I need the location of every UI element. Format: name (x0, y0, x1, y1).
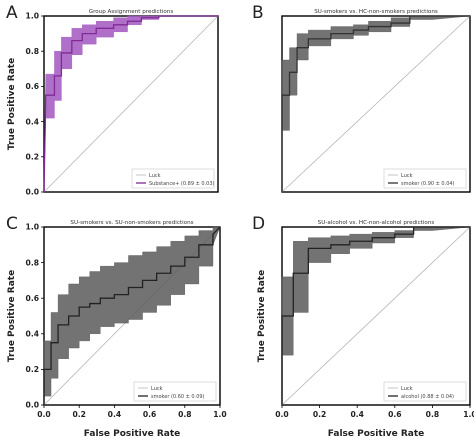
y-tick-label: 1.0 (26, 223, 39, 232)
roc-line (43, 226, 221, 405)
roc-panel-a: A Group Assignment predictions 0.0 0.2 0.4 0.… (6, 3, 219, 197)
roc-line (281, 15, 470, 192)
legend-series-label: smoker (0.90 ± 0.04) (401, 181, 455, 187)
panel-letter: D (252, 214, 265, 234)
roc-line (43, 15, 218, 193)
roc-panel-d: D SU-alcohol vs. HC-non-alcohol predictio… (252, 214, 474, 419)
legend-series-label: Substance+ (0.89 ± 0.03) (149, 181, 215, 187)
panel-title: Group Assignment predictions (89, 9, 174, 15)
x-tick-label: 0.0 (37, 410, 50, 419)
y-tick-label: 0.6 (26, 294, 39, 303)
legend: Luck smoker (0.90 ± 0.04) (383, 168, 467, 189)
y-tick-label: 0.8 (26, 47, 39, 56)
x-axis-label: False Positive Rate (84, 429, 181, 439)
roc-panel-b: B SU-smokers vs. HC-non-smokers predictio… (252, 3, 471, 193)
y-tick-label: 0.8 (26, 258, 39, 267)
luck-line (43, 15, 219, 193)
panel-letter: A (6, 3, 18, 23)
x-tick-label: 0.4 (108, 410, 121, 419)
x-tick-label: 0.6 (143, 410, 156, 419)
y-tick-label: 0.2 (26, 365, 39, 374)
x-axis-label: False Positive Rate (328, 429, 425, 439)
legend: Luck smoker (0.60 ± 0.09) (133, 381, 217, 402)
panel-title: SU-smokers vs. HC-non-smokers prediction… (314, 9, 438, 15)
x-tick-label: 1.0 (213, 410, 226, 419)
x-tick-label: 1.0 (463, 410, 474, 419)
x-tick-label: 0.8 (178, 410, 191, 419)
panel-title: SU-alcohol vs. HC-non-alcohol prediction… (318, 220, 435, 226)
y-tick-label: 1.0 (26, 12, 39, 21)
roc-panel-c: C SU-smokers vs. SU-non-smokers predictio… (6, 214, 227, 419)
y-tick-label: 0.4 (26, 330, 39, 339)
legend: Luck alcohol (0.88 ± 0.04) (383, 381, 467, 402)
x-tick-label: 0.2 (72, 410, 85, 419)
legend-box (131, 168, 215, 189)
legend-box (383, 381, 467, 402)
y-axis-label: True Positive Rate (7, 58, 17, 150)
legend-luck-label: Luck (401, 386, 413, 392)
plot-frame (43, 226, 221, 406)
legend-luck-label: Luck (401, 173, 413, 179)
panel-title: SU-smokers vs. SU-non-smokers prediction… (70, 220, 193, 226)
legend-box (383, 168, 467, 189)
panel-letter: B (252, 3, 264, 23)
y-tick-label: 0.6 (26, 82, 39, 91)
y-tick-label: 0.4 (26, 117, 39, 126)
panel-letter: C (6, 214, 18, 234)
x-tick-label: 0.0 (275, 410, 288, 419)
y-tick-label: 0.0 (26, 188, 39, 197)
roc-line (281, 226, 470, 405)
y-tick-label: 0.0 (26, 401, 39, 410)
y-axis-label: True Positive Rate (7, 270, 17, 362)
legend: Luck Substance+ (0.89 ± 0.03) (131, 168, 215, 189)
luck-line (281, 15, 471, 193)
x-tick-label: 0.2 (313, 410, 326, 419)
x-tick-label: 0.4 (350, 410, 363, 419)
legend-luck-label: Luck (149, 173, 161, 179)
y-axis-label: True Positive Rate (257, 270, 267, 362)
legend-series-label: smoker (0.60 ± 0.09) (151, 394, 205, 400)
legend-luck-label: Luck (151, 386, 163, 392)
legend-series-label: alcohol (0.88 ± 0.04) (401, 394, 454, 400)
x-tick-label: 0.6 (388, 410, 401, 419)
y-tick-label: 0.2 (26, 153, 39, 162)
luck-line (281, 226, 471, 406)
legend-box (133, 381, 217, 402)
x-tick-label: 0.8 (426, 410, 439, 419)
